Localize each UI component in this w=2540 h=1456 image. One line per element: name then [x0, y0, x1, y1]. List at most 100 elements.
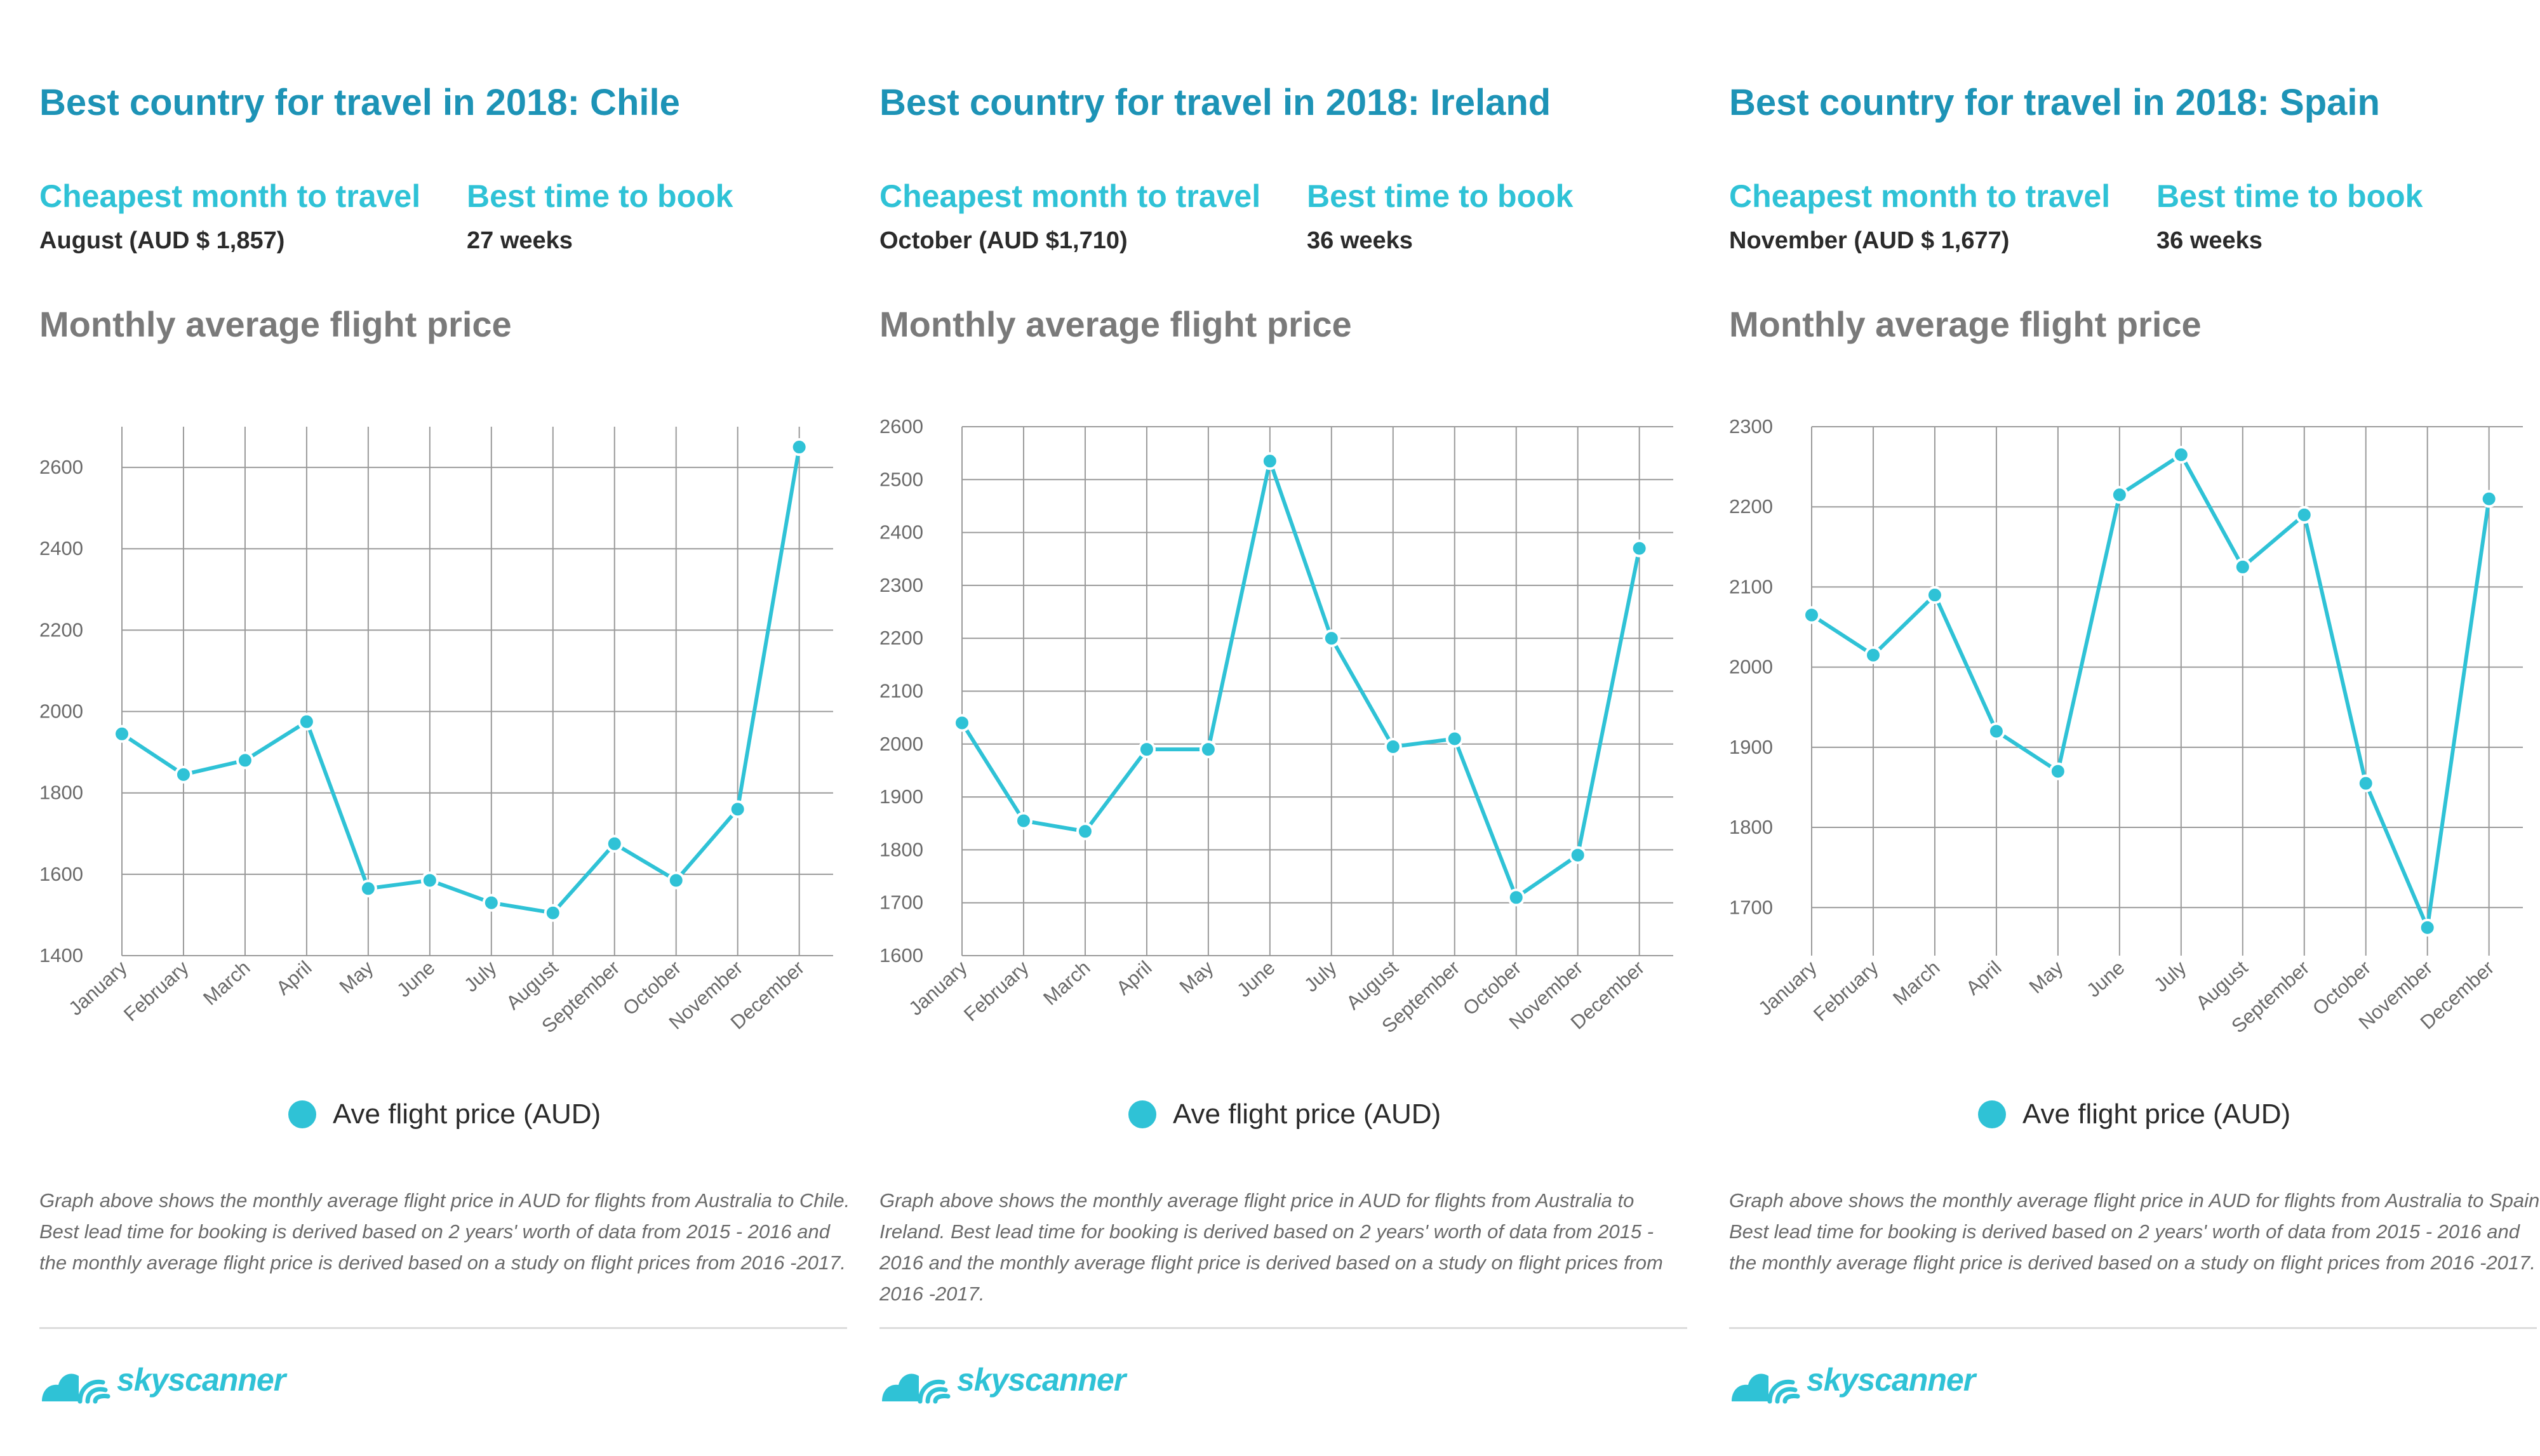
best-time-label: Best time to book — [2156, 178, 2423, 214]
panel-title: Best country for travel in 2018: Ireland — [879, 82, 1551, 123]
data-point — [605, 834, 624, 853]
best-time-value: 27 weeks — [467, 227, 573, 254]
skyscanner-cloud-icon — [1732, 1373, 1800, 1404]
y-tick-label: 1800 — [1729, 816, 1773, 838]
line-chart-spain: 1700180019002000210022002300JanuaryFebru… — [1729, 415, 2523, 1038]
y-tick-label: 2600 — [39, 456, 83, 478]
data-point — [1076, 822, 1094, 841]
y-tick-label: 2200 — [39, 618, 83, 641]
divider — [39, 1327, 847, 1329]
cheapest-month-label: Cheapest month to travel — [879, 178, 1261, 214]
y-tick-label: 2100 — [1729, 575, 1773, 598]
x-tick-label: March — [199, 956, 254, 1010]
data-point — [359, 879, 377, 898]
best-time-value: 36 weeks — [2156, 227, 2263, 254]
series-line — [121, 446, 801, 915]
x-tick-label: August — [2191, 956, 2252, 1014]
y-tick-label: 2000 — [39, 700, 83, 723]
x-tick-label: May — [1175, 956, 1218, 998]
panel-spain: Best country for travel in 2018: Spain C… — [1729, 0, 2540, 1456]
y-tick-label: 2000 — [879, 733, 923, 755]
y-tick-label: 2300 — [879, 574, 923, 596]
chart-legend: Ave flight price (AUD) — [1978, 1095, 2290, 1133]
x-tick-label: August — [502, 956, 562, 1014]
data-point — [113, 725, 131, 743]
x-tick-label: February — [119, 956, 193, 1025]
data-point — [1568, 846, 1587, 864]
data-point — [2295, 505, 2313, 524]
chart-legend: Ave flight price (AUD) — [1128, 1095, 1441, 1133]
data-point — [1925, 586, 1944, 604]
y-tick-label: 2200 — [1729, 495, 1773, 518]
y-tick-label: 1700 — [879, 892, 923, 914]
legend-marker — [288, 1100, 316, 1128]
y-tick-label: 1800 — [39, 782, 83, 804]
data-point — [2356, 774, 2375, 792]
cheapest-month-value: August (AUD $ 1,857) — [39, 227, 285, 254]
x-tick-label: June — [2082, 956, 2129, 1001]
chart-heading: Monthly average flight price — [1729, 304, 2202, 344]
data-point — [420, 871, 439, 890]
y-tick-label: 1700 — [1729, 896, 1773, 918]
y-tick-label: 1900 — [879, 785, 923, 808]
data-point — [2480, 490, 2498, 508]
x-tick-label: May — [335, 956, 378, 998]
y-tick-label: 1900 — [1729, 736, 1773, 758]
x-tick-label: July — [2149, 956, 2191, 996]
data-point — [1507, 888, 1525, 907]
x-tick-label: April — [1962, 956, 2006, 999]
x-tick-label: July — [1300, 956, 1341, 996]
data-point — [544, 904, 562, 922]
x-tick-label: April — [1112, 956, 1156, 999]
y-tick-label: 2600 — [879, 415, 923, 437]
data-point — [2172, 446, 2190, 464]
x-tick-label: July — [460, 956, 501, 996]
x-tick-label: March — [1888, 956, 1944, 1010]
y-tick-label: 2000 — [1729, 656, 1773, 678]
x-tick-label: March — [1039, 956, 1094, 1010]
x-tick-label: June — [392, 956, 439, 1001]
cheapest-month-label: Cheapest month to travel — [39, 178, 421, 214]
logo-wordmark: skyscanner — [957, 1362, 1126, 1398]
x-tick-label: June — [1233, 956, 1279, 1001]
data-point — [2233, 558, 2252, 576]
panel-title: Best country for travel in 2018: Spain — [1729, 82, 2380, 123]
skyscanner-logo: skyscanner — [1729, 1351, 1975, 1408]
cheapest-month-value: November (AUD $ 1,677) — [1729, 227, 2010, 254]
legend-label: Ave flight price (AUD) — [333, 1099, 601, 1130]
y-tick-label: 2100 — [879, 680, 923, 702]
x-tick-label: April — [272, 956, 316, 999]
skyscanner-logo: skyscanner — [39, 1351, 286, 1408]
legend-marker — [1128, 1100, 1156, 1128]
series-line — [960, 459, 1641, 900]
x-tick-label: February — [959, 956, 1033, 1025]
y-tick-label: 1600 — [879, 944, 923, 966]
chart-note: Graph above shows the monthly average fl… — [879, 1189, 1663, 1305]
divider — [1729, 1327, 2537, 1329]
cheapest-month-label: Cheapest month to travel — [1729, 178, 2111, 214]
data-point — [174, 765, 192, 784]
y-tick-label: 2400 — [879, 521, 923, 544]
x-tick-label: August — [1342, 956, 1402, 1014]
legend-label: Ave flight price (AUD) — [2022, 1099, 2291, 1130]
data-point — [2418, 918, 2436, 937]
best-time-label: Best time to book — [1307, 178, 1574, 214]
skyscanner-cloud-icon — [882, 1373, 951, 1404]
data-point — [1987, 722, 2005, 740]
data-point — [1137, 740, 1156, 759]
data-point — [1630, 539, 1648, 558]
panel-title: Best country for travel in 2018: Chile — [39, 82, 680, 123]
x-tick-label: May — [2025, 956, 2068, 998]
chart-legend: Ave flight price (AUD) — [288, 1095, 601, 1133]
data-point — [1864, 646, 1882, 664]
panel-ireland: Best country for travel in 2018: Ireland… — [879, 0, 1692, 1456]
data-point — [2049, 762, 2067, 780]
series-line — [1810, 453, 2491, 930]
y-tick-label: 1400 — [39, 944, 83, 966]
data-point — [1803, 606, 1821, 624]
data-point — [482, 893, 500, 912]
y-tick-label: 2400 — [39, 537, 83, 559]
data-point — [728, 800, 747, 818]
logo-wordmark: skyscanner — [1807, 1362, 1975, 1398]
data-point — [297, 712, 316, 731]
